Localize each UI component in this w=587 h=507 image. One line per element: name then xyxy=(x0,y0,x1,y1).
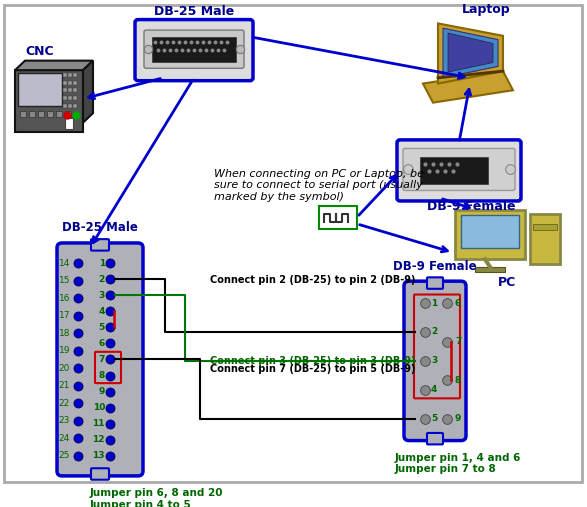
FancyBboxPatch shape xyxy=(397,140,521,201)
Text: 2: 2 xyxy=(99,275,105,283)
Bar xyxy=(461,215,519,248)
Bar xyxy=(65,118,73,129)
FancyBboxPatch shape xyxy=(319,206,357,229)
Text: DB-25 Male: DB-25 Male xyxy=(154,5,234,18)
Text: 3: 3 xyxy=(431,356,437,366)
Text: Jumper pin 7 to 8: Jumper pin 7 to 8 xyxy=(395,464,497,475)
Text: 14: 14 xyxy=(59,259,70,268)
Text: 6: 6 xyxy=(455,299,461,308)
FancyBboxPatch shape xyxy=(427,433,443,445)
Text: 3: 3 xyxy=(99,291,105,300)
Text: CNC: CNC xyxy=(26,45,55,58)
Text: 15: 15 xyxy=(59,276,70,285)
FancyBboxPatch shape xyxy=(91,468,109,480)
Text: 20: 20 xyxy=(59,364,70,373)
FancyBboxPatch shape xyxy=(427,277,443,289)
Text: PC: PC xyxy=(498,276,516,289)
Text: 23: 23 xyxy=(59,416,70,425)
Text: DB-9 Female: DB-9 Female xyxy=(393,260,477,273)
Text: 25: 25 xyxy=(59,451,70,460)
Text: DB-25 Male: DB-25 Male xyxy=(62,222,138,234)
Text: 9: 9 xyxy=(99,387,105,396)
FancyBboxPatch shape xyxy=(404,281,466,441)
Text: 24: 24 xyxy=(59,434,70,443)
Text: Jumper pin 1, 4 and 6: Jumper pin 1, 4 and 6 xyxy=(395,453,521,463)
Text: 7: 7 xyxy=(99,355,105,364)
Text: 5: 5 xyxy=(431,414,437,423)
Text: 12: 12 xyxy=(93,436,105,444)
Text: 11: 11 xyxy=(93,419,105,428)
Text: 1: 1 xyxy=(431,299,437,308)
FancyBboxPatch shape xyxy=(420,157,488,184)
Text: 5: 5 xyxy=(99,323,105,332)
Text: 21: 21 xyxy=(59,381,70,390)
Text: When connecting on PC or Laptop, be
sure to connect to serial port (usually
mark: When connecting on PC or Laptop, be sure… xyxy=(214,168,424,202)
Text: 10: 10 xyxy=(93,403,105,412)
Bar xyxy=(475,267,505,272)
Bar xyxy=(18,73,62,106)
FancyBboxPatch shape xyxy=(135,20,253,81)
Text: 6: 6 xyxy=(99,339,105,348)
Polygon shape xyxy=(448,33,493,72)
FancyBboxPatch shape xyxy=(152,37,236,61)
Polygon shape xyxy=(423,71,513,102)
Text: 4: 4 xyxy=(99,307,105,316)
Text: Connect pin 2 (DB-25) to pin 2 (DB-9): Connect pin 2 (DB-25) to pin 2 (DB-9) xyxy=(210,275,416,285)
Text: 9: 9 xyxy=(455,414,461,423)
Text: 22: 22 xyxy=(59,399,70,408)
Text: Jumper pin 6, 8 and 20: Jumper pin 6, 8 and 20 xyxy=(90,488,224,498)
Text: 13: 13 xyxy=(93,451,105,460)
FancyBboxPatch shape xyxy=(144,30,244,68)
Text: 8: 8 xyxy=(455,376,461,385)
FancyBboxPatch shape xyxy=(455,209,525,259)
FancyBboxPatch shape xyxy=(91,239,109,250)
Text: Laptop: Laptop xyxy=(462,3,510,16)
Polygon shape xyxy=(15,61,93,70)
Polygon shape xyxy=(83,61,93,123)
FancyBboxPatch shape xyxy=(4,5,582,482)
Text: 4: 4 xyxy=(431,385,437,394)
Text: 17: 17 xyxy=(59,311,70,320)
FancyBboxPatch shape xyxy=(403,149,515,191)
Text: Jumper pin 4 to 5: Jumper pin 4 to 5 xyxy=(90,500,192,507)
Text: Connect pin 3 (DB-25) to pin 3 (DB-9): Connect pin 3 (DB-25) to pin 3 (DB-9) xyxy=(210,356,416,366)
Text: DB-9 Female: DB-9 Female xyxy=(427,200,516,213)
Polygon shape xyxy=(443,28,498,78)
Text: 7: 7 xyxy=(455,337,461,346)
Text: 19: 19 xyxy=(59,346,70,355)
Polygon shape xyxy=(438,23,503,84)
Text: Connect pin 7 (DB-25) to pin 5 (DB-9): Connect pin 7 (DB-25) to pin 5 (DB-9) xyxy=(210,364,416,374)
FancyBboxPatch shape xyxy=(15,70,83,132)
Text: 8: 8 xyxy=(99,371,105,380)
Text: 2: 2 xyxy=(431,328,437,337)
FancyBboxPatch shape xyxy=(530,214,560,264)
Text: 18: 18 xyxy=(59,329,70,338)
FancyBboxPatch shape xyxy=(57,243,143,476)
Text: 16: 16 xyxy=(59,294,70,303)
Bar xyxy=(533,224,557,230)
Text: 1: 1 xyxy=(99,259,105,268)
